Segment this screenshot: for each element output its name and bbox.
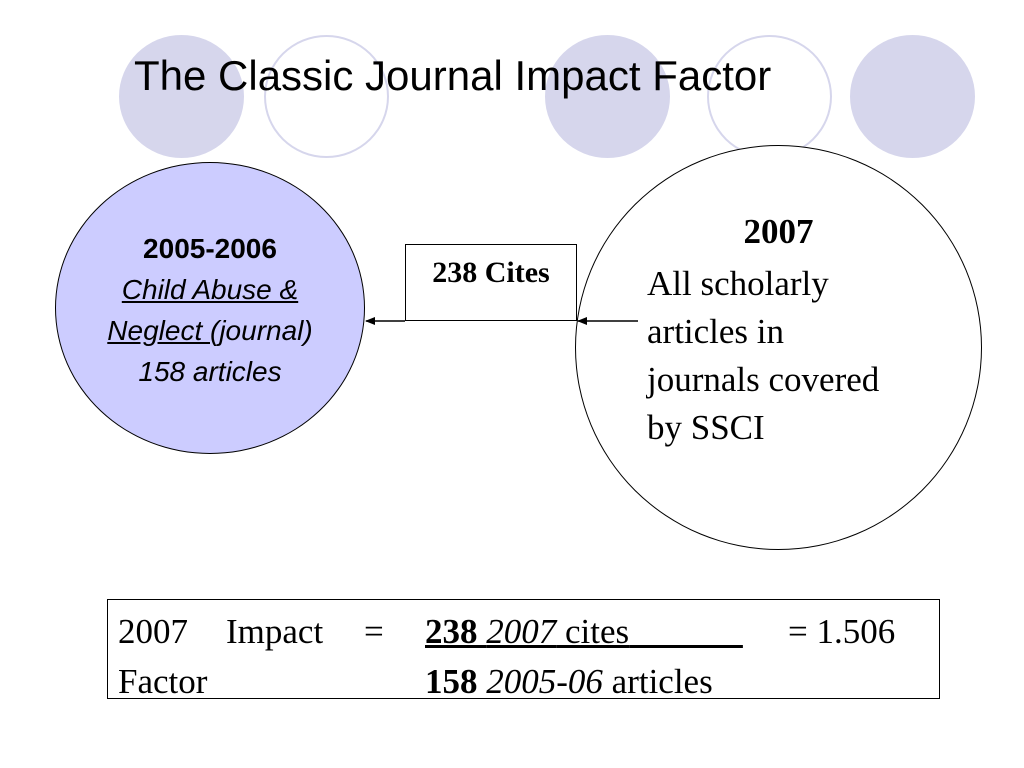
decor-circle-3 — [545, 35, 670, 158]
formula-impact: Impact — [226, 612, 324, 651]
formula-result-wrap: = 1.506 — [788, 612, 895, 652]
journal-name-line1: Child Abuse & — [121, 274, 299, 305]
cites-box — [405, 244, 577, 321]
formula-equals-2: = — [788, 612, 808, 651]
decor-circle-4 — [707, 35, 832, 158]
journal-articles: 158 articles — [138, 356, 282, 387]
formula-denominator: 158 2005-06 articles — [425, 662, 713, 702]
ssci-circle — [575, 145, 982, 550]
cites-label: 238 Cites — [432, 256, 550, 289]
ssci-desc-line-1: All scholarly — [647, 264, 829, 303]
formula-result: 1.506 — [816, 612, 896, 651]
denominator-value: 158 — [425, 662, 478, 701]
journal-suffix: (journal) — [210, 315, 313, 346]
journal-circle — [55, 162, 365, 454]
journal-name-line2-wrap: Neglect (journal) — [55, 310, 365, 351]
ssci-desc-line-3: journals covered — [647, 360, 880, 399]
journal-years: 2005-2006 — [143, 233, 277, 264]
impact-factor-formula — [107, 599, 940, 699]
formula-equals-1: = — [364, 612, 384, 651]
ssci-desc-line-4: by SSCI — [647, 408, 765, 447]
numerator-value: 238 — [425, 612, 478, 651]
numerator-year: 2007 — [486, 612, 557, 651]
numerator-pad — [629, 612, 743, 651]
slide-title: The Classic Journal Impact Factor — [134, 52, 772, 99]
formula-factor: Factor — [118, 662, 208, 701]
journal-name-line2: Neglect — [107, 315, 210, 346]
ssci-desc-line-2: articles in — [647, 312, 785, 351]
numerator-unit: cites — [565, 612, 630, 651]
formula-numerator: 238 2007 cites — [425, 612, 743, 652]
ssci-year: 2007 — [743, 212, 814, 251]
denominator-unit: articles — [611, 662, 713, 701]
formula-year: 2007 — [118, 612, 188, 651]
journal-circle-text: 2005-2006 Child Abuse & Neglect (journal… — [55, 228, 365, 392]
ssci-description: All scholarly articles in journals cover… — [647, 260, 947, 452]
decor-circle-5 — [850, 35, 975, 158]
denominator-years: 2005-06 — [486, 662, 603, 701]
decor-circle-1 — [119, 35, 244, 158]
decor-circle-2 — [264, 35, 389, 158]
